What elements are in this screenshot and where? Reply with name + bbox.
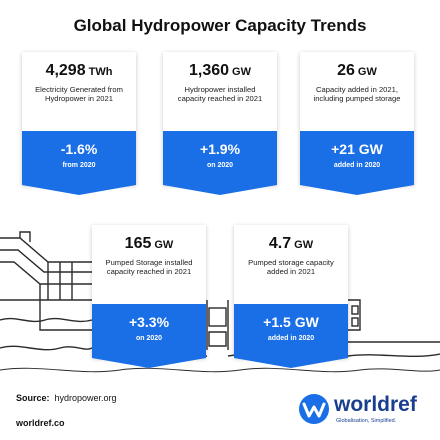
stat-change: +21 GW	[331, 141, 383, 157]
stat-unit: GW	[154, 239, 174, 251]
stat-value: 4.7	[268, 235, 292, 252]
page-title: Global Hydropower Capacity Trends	[73, 16, 367, 35]
stat-card-added: 26 GW Capacity added in 2021, including p…	[300, 52, 414, 195]
stat-description: Electricity Generated from Hydropower in…	[35, 85, 123, 104]
stat-card-pumped-added: 4.7 GW Pumped storage capacity added in 2…	[234, 225, 348, 368]
stat-value: 4,298	[45, 62, 86, 79]
card-notch	[234, 358, 348, 368]
source-value: hydropower.org	[54, 393, 117, 403]
brand-name: worldref	[334, 393, 417, 416]
stat-change-note: on 2020	[206, 162, 234, 169]
site-url[interactable]: worldref.co	[16, 418, 65, 428]
stat-card-pumped-installed: 165 GW Pumped Storage installed capacity …	[92, 225, 206, 368]
stat-change-note: on 2020	[135, 335, 163, 342]
worldref-logo-icon	[299, 394, 329, 424]
stat-unit: GW	[357, 66, 377, 78]
card-notch	[22, 185, 136, 195]
stat-value: 1,360	[189, 62, 230, 79]
source-line: Source: hydropower.org	[16, 393, 117, 403]
stat-description: Pumped storage capacity added in 2021	[248, 258, 334, 277]
stat-value: 26	[337, 62, 355, 79]
card-notch	[163, 185, 277, 195]
stat-change: +1.5 GW	[263, 314, 319, 330]
stat-change: -1.6%	[60, 141, 98, 157]
stat-card-generation: 4,298 TWh Electricity Generated from Hydr…	[22, 52, 136, 195]
brand-tagline: Globalisation, Simplified.	[336, 418, 397, 424]
card-notch	[300, 185, 414, 195]
stat-change-note: added in 2020	[333, 162, 381, 169]
brand-logo: worldref Globalisation, Simplified.	[298, 393, 428, 429]
stat-change-note: added in 2020	[267, 335, 315, 342]
stat-description: Capacity added in 2021, including pumped…	[313, 85, 401, 104]
stat-description: Hydropower installed capacity reached in…	[177, 85, 263, 104]
card-notch	[92, 358, 206, 368]
stat-unit: TWh	[88, 66, 113, 78]
source-label: Source:	[16, 393, 50, 403]
stat-unit: GW	[294, 239, 314, 251]
stat-change: +3.3%	[128, 314, 170, 330]
stat-description: Pumped Storage installed capacity reache…	[105, 258, 193, 277]
stat-value: 165	[124, 235, 152, 252]
stat-card-installed: 1,360 GW Hydropower installed capacity re…	[163, 52, 277, 195]
stat-change-note: from 2020	[62, 162, 96, 169]
stat-change: +1.9%	[199, 141, 241, 157]
stat-unit: GW	[232, 66, 251, 78]
